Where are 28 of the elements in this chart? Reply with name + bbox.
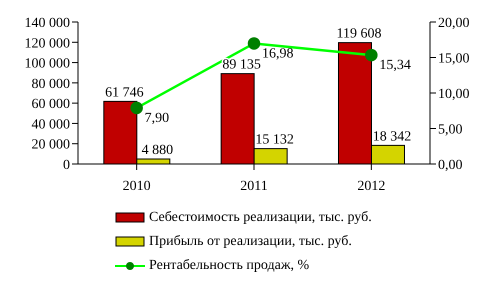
data-label: 16,98 [262,46,294,62]
y-tick-label: 40 000 [32,117,70,132]
legend-label: Себестоимость реализации, тыс. руб. [149,210,372,226]
data-label: 18 342 [372,129,412,144]
data-label: 89 135 [222,58,261,73]
y-tick-label: 0 [63,158,70,173]
x-tick-label: 2010 [122,178,151,194]
data-label: 15,34 [379,58,411,74]
y2-tick-label: 0,00 [438,158,462,173]
y2-tick-label: 15,00 [438,51,470,66]
x-tick-label: 2011 [240,178,268,194]
data-label: 4 880 [142,143,174,158]
y-tick-label: 100 000 [24,56,70,72]
data-label: 61 746 [105,85,144,100]
data-label: 119 608 [336,26,382,42]
x-tick-label: 2012 [357,178,386,194]
legend-label: Прибыль от реализации, тыс. руб. [149,234,352,250]
y-tick-label: 120 000 [24,36,70,52]
y2-tick-label: 10,00 [438,86,470,102]
y-tick-label: 140 000 [24,16,70,31]
y-tick-label: 80 000 [32,76,70,92]
y-tick-label: 60 000 [32,97,70,112]
y2-tick-label: 5,00 [438,122,462,138]
data-label: 7,90 [144,110,170,126]
y2-tick-label: 20,00 [438,16,470,31]
legend-label: Рентабельность продаж, % [149,258,310,274]
y-tick-label: 20 000 [32,138,70,153]
data-label: 15 132 [255,132,294,148]
